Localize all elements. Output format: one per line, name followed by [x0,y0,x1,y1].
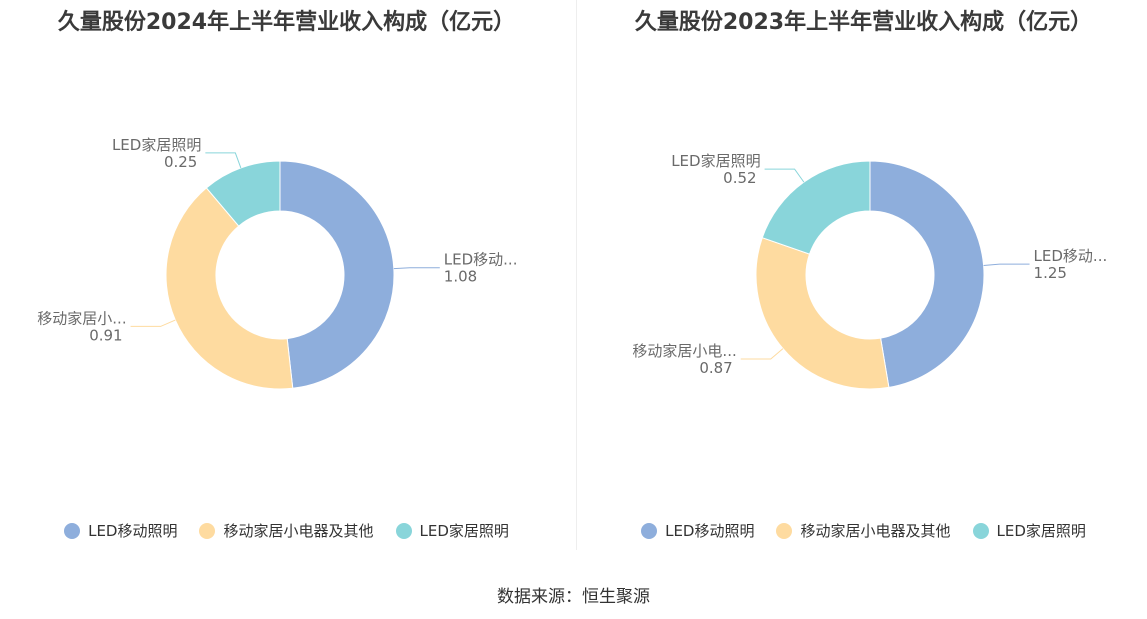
chart-legend: LED移动照明 移动家居小电器及其他 LED家居照明 [0,520,573,541]
slice-value-2: 0.52 [723,169,756,187]
label-line-1 [130,319,176,327]
legend-label: LED家居照明 [996,522,1086,540]
legend-swatch [972,522,989,539]
legend-swatch [641,522,658,539]
legend-label: LED移动照明 [665,522,755,540]
slice-2[interactable] [761,160,871,255]
legend-label: 移动家居小电器及其他 [223,522,374,540]
chart-panel-2024: 久量股份2024年上半年营业收入构成（亿元） LED移动... 1.08 移动家居小… [0,0,573,560]
slice-0[interactable] [869,160,985,388]
slice-value-2: 0.25 [164,153,197,171]
slice-1[interactable] [755,237,890,390]
legend-item[interactable]: LED移动照明 [641,520,754,541]
slice-label-2: LED家居照明 [112,136,201,154]
legend-label: LED移动照明 [88,522,178,540]
label-line-2 [764,168,805,183]
legend-item[interactable]: LED家居照明 [395,520,509,541]
legend-label: 移动家居小电器及其他 [800,522,951,540]
legend-item[interactable]: LED移动照明 [64,520,177,541]
chart-legend: LED移动照明 移动家居小电器及其他 LED家居照明 [577,520,1147,541]
slice-label-2: LED家居照明 [671,152,760,170]
slice-value-1: 0.87 [699,359,732,377]
slice-value-1: 0.91 [89,326,122,344]
slice-1[interactable] [165,187,294,390]
label-line-1 [740,348,784,360]
legend-item[interactable]: 移动家居小电器及其他 [199,520,374,541]
label-line-0 [983,263,1030,267]
legend-item[interactable]: LED家居照明 [972,520,1086,541]
label-line-0 [393,267,440,270]
slice-0[interactable] [279,160,395,389]
legend-swatch [395,522,412,539]
panel-divider [576,0,577,550]
legend-item[interactable]: 移动家居小电器及其他 [776,520,951,541]
chart-panel-2023: 久量股份2023年上半年营业收入构成（亿元） LED移动... 1.25 移动家居小… [577,0,1147,560]
slice-label-0: LED移动... [1034,247,1108,265]
slice-label-1: 移动家居小... [37,309,126,327]
slice-value-0: 1.08 [444,268,477,286]
slice-value-0: 1.25 [1034,264,1067,282]
legend-label: LED家居照明 [419,522,509,540]
chart-title: 久量股份2024年上半年营业收入构成（亿元） [57,10,516,35]
data-source: 数据来源：恒生聚源 [497,587,650,607]
legend-swatch [776,522,793,539]
legend-swatch [64,522,81,539]
chart-title: 久量股份2023年上半年营业收入构成（亿元） [634,10,1093,35]
slice-label-0: LED移动... [444,251,518,269]
legend-swatch [199,522,216,539]
label-line-2 [205,152,242,169]
slice-label-1: 移动家居小电... [632,342,736,360]
slice-2[interactable] [205,160,281,227]
